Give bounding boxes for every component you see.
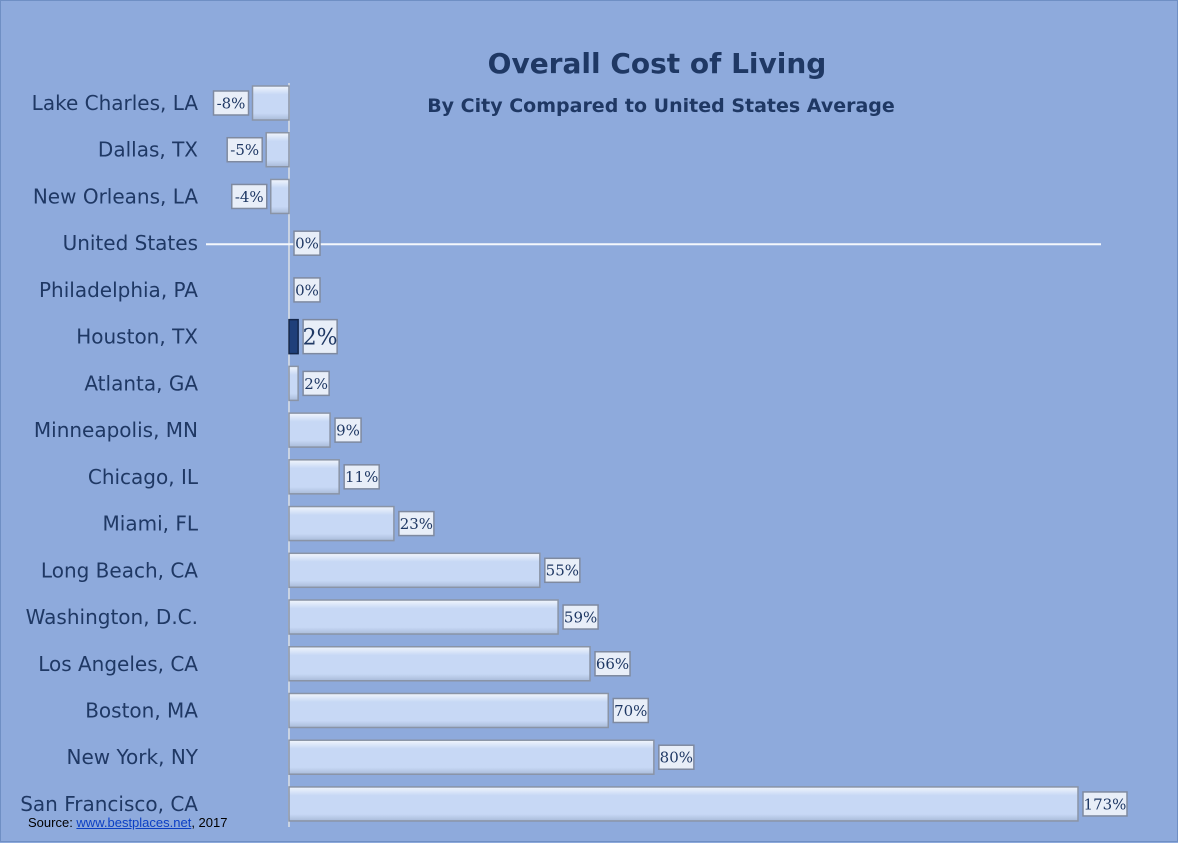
- source-prefix: Source:: [28, 815, 77, 830]
- value-label-san-francisco-ca: 173%: [1084, 795, 1127, 813]
- source-link[interactable]: www.bestplaces.net: [76, 815, 192, 830]
- value-label-lake-charles-la: -8%: [217, 94, 246, 112]
- category-label-miami-fl: Miami, FL: [103, 512, 199, 536]
- bar-miami-fl: [288, 505, 395, 542]
- value-label-new-orleans-la: -4%: [235, 188, 264, 206]
- value-label-los-angeles-ca: 66%: [596, 655, 629, 673]
- bar-los-angeles-ca: [288, 646, 591, 682]
- value-label-atlanta-ga: 2%: [304, 375, 328, 393]
- category-label-new-orleans-la: New Orleans, LA: [33, 184, 198, 208]
- value-label-new-york-ny: 80%: [660, 749, 693, 767]
- value-label-box-new-york-ny: [658, 744, 695, 770]
- value-label-boston-ma: 70%: [614, 702, 647, 720]
- value-label-chicago-il: 11%: [345, 468, 378, 486]
- value-label-box-san-francisco-ca: [1082, 791, 1128, 817]
- value-label-long-beach-ca: 55%: [546, 562, 579, 580]
- bar-atlanta-ga: [288, 365, 299, 402]
- chart-title: Overall Cost of Living: [488, 47, 827, 80]
- value-label-united-states: 0%: [295, 235, 319, 253]
- chart-subtitle: By City Compared to United States Averag…: [427, 95, 895, 117]
- category-label-boston-ma: Boston, MA: [85, 698, 198, 722]
- bar-san-francisco-ca: [288, 786, 1079, 822]
- bar-lake-charles-la: [251, 85, 290, 121]
- bar-dallas-tx: [265, 131, 290, 168]
- value-label-box-houston-tx: [302, 318, 338, 355]
- value-label-box-washington-d-c: [562, 604, 599, 630]
- category-label-united-states: United States: [63, 231, 198, 255]
- value-label-houston-tx: 2%: [303, 326, 338, 351]
- value-label-box-boston-ma: [612, 697, 649, 724]
- category-label-washington-d-c: Washington, D.C.: [26, 605, 198, 629]
- value-label-box-minneapolis-mn: [334, 417, 362, 443]
- category-label-philadelphia-pa: Philadelphia, PA: [39, 278, 198, 302]
- category-label-san-francisco-ca: San Francisco, CA: [20, 792, 198, 816]
- source-suffix: , 2017: [191, 815, 228, 830]
- bar-washington-d-c: [288, 599, 559, 635]
- value-label-box-united-states: [293, 230, 321, 256]
- category-label-chicago-il: Chicago, IL: [88, 465, 199, 489]
- bar-chicago-il: [288, 459, 340, 495]
- value-label-dallas-tx: -5%: [230, 141, 259, 159]
- category-label-houston-tx: Houston, TX: [76, 325, 198, 349]
- value-label-box-lake-charles-la: [212, 90, 250, 116]
- bar-long-beach-ca: [288, 552, 541, 589]
- bars-layer: Lake Charles, LA -8% Dallas, TX -5% New Orle…: [20, 83, 1128, 827]
- value-label-box-philadelphia-pa: [293, 277, 321, 303]
- bar-houston-tx: [288, 318, 299, 355]
- category-label-dallas-tx: Dallas, TX: [98, 138, 198, 162]
- category-label-los-angeles-ca: Los Angeles, CA: [38, 652, 198, 676]
- value-label-box-miami-fl: [398, 510, 435, 537]
- bar-minneapolis-mn: [288, 412, 331, 448]
- source-note: Source: www.bestplaces.net, 2017: [28, 815, 227, 830]
- value-label-box-los-angeles-ca: [594, 651, 631, 677]
- value-label-box-dallas-tx: [226, 136, 263, 163]
- bar-boston-ma: [288, 692, 609, 729]
- value-label-minneapolis-mn: 9%: [336, 422, 360, 440]
- category-label-new-york-ny: New York, NY: [67, 745, 199, 769]
- category-label-long-beach-ca: Long Beach, CA: [41, 558, 198, 582]
- bar-new-york-ny: [288, 739, 655, 775]
- bar-new-orleans-la: [270, 178, 290, 215]
- value-label-box-atlanta-ga: [302, 370, 330, 397]
- category-label-lake-charles-la: Lake Charles, LA: [32, 91, 199, 115]
- value-label-philadelphia-pa: 0%: [295, 281, 319, 299]
- value-label-box-new-orleans-la: [231, 183, 268, 210]
- value-label-miami-fl: 23%: [400, 515, 433, 533]
- value-label-washington-d-c: 59%: [564, 608, 597, 626]
- category-label-atlanta-ga: Atlanta, GA: [84, 371, 198, 395]
- category-label-minneapolis-mn: Minneapolis, MN: [34, 418, 198, 442]
- value-label-box-chicago-il: [343, 464, 380, 490]
- value-label-box-long-beach-ca: [544, 557, 581, 584]
